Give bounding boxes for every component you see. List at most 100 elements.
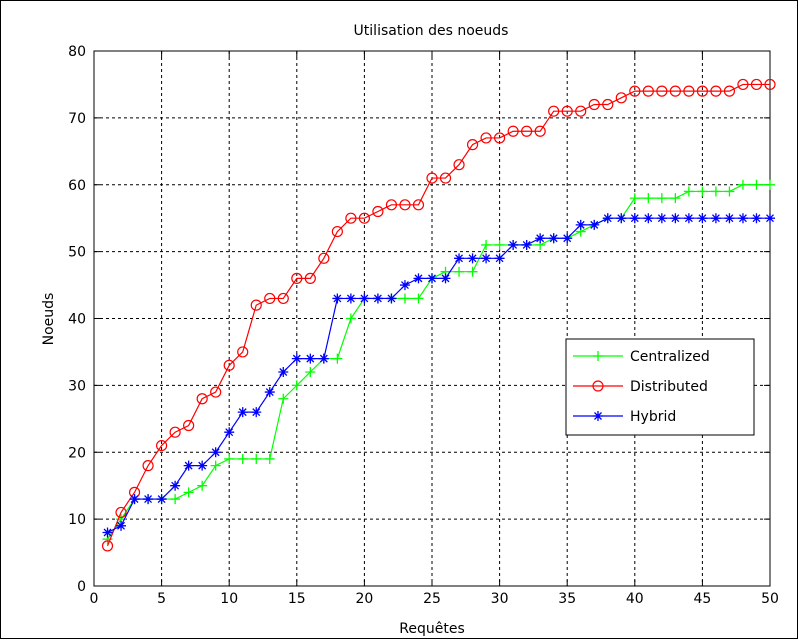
data-point bbox=[670, 213, 681, 224]
data-point bbox=[278, 367, 289, 377]
data-point bbox=[331, 225, 343, 238]
data-point bbox=[237, 407, 248, 418]
data-point bbox=[629, 193, 640, 204]
x-tick-label: 35 bbox=[558, 591, 576, 607]
data-point bbox=[101, 540, 114, 552]
data-point bbox=[765, 179, 775, 190]
data-point bbox=[737, 78, 749, 91]
x-axis-label: Requêtes bbox=[399, 621, 464, 637]
data-point bbox=[358, 212, 370, 224]
data-point bbox=[156, 494, 167, 505]
data-point bbox=[196, 393, 208, 405]
data-point bbox=[304, 272, 316, 284]
legend-label: Distributed bbox=[630, 379, 708, 395]
data-point bbox=[643, 193, 654, 204]
data-point bbox=[318, 252, 330, 264]
data-point bbox=[454, 266, 465, 277]
legend-label: Centralized bbox=[630, 349, 710, 365]
data-point bbox=[183, 460, 194, 471]
data-point bbox=[237, 346, 249, 358]
data-point bbox=[683, 85, 695, 97]
data-point bbox=[237, 453, 248, 464]
data-point bbox=[697, 186, 708, 197]
data-point bbox=[750, 78, 763, 91]
y-tick-label: 80 bbox=[68, 44, 86, 60]
data-point bbox=[427, 273, 437, 284]
data-point bbox=[210, 460, 221, 471]
legend-label: Hybrid bbox=[630, 409, 676, 425]
x-tick-label: 5 bbox=[157, 591, 166, 607]
data-point bbox=[250, 299, 262, 311]
y-tick-label: 50 bbox=[68, 245, 86, 261]
y-tick-label: 0 bbox=[77, 579, 86, 595]
data-point bbox=[264, 387, 275, 398]
data-point bbox=[345, 212, 357, 224]
data-point bbox=[251, 453, 262, 464]
x-tick-label: 20 bbox=[355, 591, 373, 607]
x-tick-label: 0 bbox=[90, 591, 99, 607]
data-point bbox=[385, 199, 398, 211]
legend-marker bbox=[593, 411, 603, 421]
data-point bbox=[724, 186, 735, 197]
y-tick-label: 10 bbox=[68, 512, 86, 528]
data-point bbox=[318, 353, 329, 364]
data-point bbox=[210, 447, 221, 458]
legend-marker bbox=[593, 351, 603, 361]
data-point bbox=[116, 520, 127, 531]
data-point bbox=[508, 239, 519, 250]
data-point bbox=[737, 179, 748, 190]
data-point bbox=[453, 159, 465, 171]
data-point bbox=[643, 213, 654, 224]
data-point bbox=[413, 273, 424, 284]
data-point bbox=[129, 494, 140, 505]
y-tick-label: 20 bbox=[68, 445, 86, 461]
data-point bbox=[399, 293, 410, 304]
data-point bbox=[224, 453, 235, 464]
data-point bbox=[143, 494, 154, 505]
data-point bbox=[615, 92, 627, 104]
data-point bbox=[466, 139, 479, 151]
data-point bbox=[426, 172, 438, 184]
data-point bbox=[183, 487, 194, 498]
x-tick-label: 15 bbox=[288, 591, 306, 607]
data-point bbox=[588, 98, 600, 111]
legend-entry: Centralized bbox=[573, 349, 710, 365]
data-point bbox=[291, 380, 302, 391]
data-point bbox=[670, 193, 681, 204]
data-point bbox=[278, 393, 289, 404]
data-point bbox=[399, 280, 410, 291]
data-point bbox=[170, 480, 181, 491]
x-tick-label: 50 bbox=[761, 591, 779, 607]
data-point bbox=[277, 292, 289, 305]
x-tick-label: 45 bbox=[693, 591, 711, 607]
data-point bbox=[454, 253, 465, 264]
data-point bbox=[480, 132, 492, 144]
data-point bbox=[291, 353, 302, 364]
data-point bbox=[602, 98, 614, 111]
y-tick-label: 30 bbox=[68, 378, 86, 394]
data-point bbox=[602, 213, 613, 224]
data-point bbox=[724, 213, 735, 224]
data-point bbox=[751, 213, 762, 224]
data-point bbox=[412, 199, 425, 211]
data-point bbox=[142, 460, 154, 472]
data-point bbox=[332, 293, 343, 304]
data-point bbox=[710, 213, 721, 224]
data-point bbox=[683, 186, 694, 197]
data-point bbox=[548, 233, 559, 244]
y-axis-label: Noeuds bbox=[41, 293, 57, 346]
data-point bbox=[507, 125, 519, 137]
data-point bbox=[642, 85, 654, 97]
data-point bbox=[765, 213, 775, 224]
data-point bbox=[737, 213, 748, 224]
data-point bbox=[697, 213, 708, 224]
data-point bbox=[251, 407, 262, 418]
data-point bbox=[710, 186, 721, 197]
data-point bbox=[575, 219, 586, 230]
data-point bbox=[616, 213, 627, 224]
chart-title: Utilisation des noeuds bbox=[354, 23, 509, 39]
data-point bbox=[467, 253, 478, 264]
data-point bbox=[589, 219, 600, 230]
